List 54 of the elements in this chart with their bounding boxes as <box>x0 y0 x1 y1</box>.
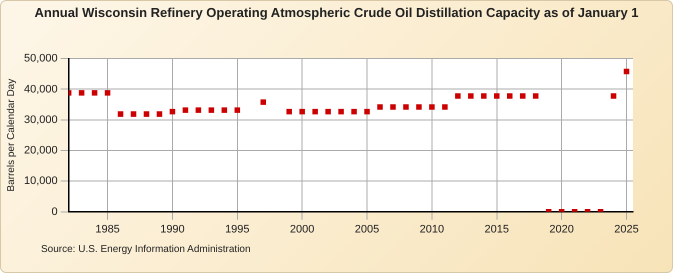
point <box>610 93 616 99</box>
point <box>520 93 526 99</box>
x-tick-label: 2010 <box>420 223 444 236</box>
point <box>156 111 162 117</box>
x-tick-label: 2020 <box>549 223 574 236</box>
point <box>234 107 240 113</box>
point <box>506 93 513 99</box>
point <box>78 90 84 96</box>
x-tick-label: 2025 <box>614 223 639 236</box>
y-tick-label: 50,000 <box>24 52 58 65</box>
chart-title: Annual Wisconsin Refinery Operating Atmospheric Crude Oil Distillation Capacity as of January 1 <box>33 5 640 20</box>
point <box>364 108 370 114</box>
point <box>532 93 538 99</box>
source-note: Source: U.S. Energy Information Administration <box>41 244 251 255</box>
y-tick-label: 20,000 <box>24 144 58 157</box>
point <box>144 111 150 117</box>
point <box>390 104 396 110</box>
point <box>338 108 344 114</box>
point <box>325 108 331 114</box>
point <box>182 107 188 113</box>
x-tick-label: 1995 <box>225 223 250 236</box>
x-tick-label: 2000 <box>290 223 314 236</box>
x-tick-label: 1990 <box>160 223 185 236</box>
point <box>403 104 409 110</box>
point <box>455 93 461 99</box>
point <box>312 108 318 114</box>
x-tick-label: 2005 <box>354 223 380 236</box>
point <box>260 99 266 105</box>
x-tick-label: 2015 <box>484 223 510 236</box>
point <box>104 90 110 96</box>
point <box>377 104 383 110</box>
point <box>299 108 305 114</box>
point <box>208 107 214 113</box>
y-tick-label: 0 <box>52 206 58 218</box>
point <box>442 104 448 110</box>
point <box>222 107 228 113</box>
point <box>416 104 422 110</box>
point <box>118 111 124 117</box>
point <box>286 108 292 114</box>
y-tick-label: 10,000 <box>24 175 58 188</box>
x-tick-label: 1985 <box>95 223 120 236</box>
y-tick-label: 30,000 <box>24 114 58 126</box>
point <box>468 93 474 99</box>
point <box>196 107 202 113</box>
point <box>429 104 435 110</box>
point <box>494 93 500 99</box>
point <box>481 93 487 99</box>
y-tick-label: 40,000 <box>24 83 58 96</box>
y-axis-title: Barrels per Calendar Day <box>6 78 17 192</box>
point <box>351 108 357 114</box>
point <box>92 90 98 96</box>
point <box>130 111 136 117</box>
point <box>624 68 630 74</box>
point <box>170 108 176 114</box>
